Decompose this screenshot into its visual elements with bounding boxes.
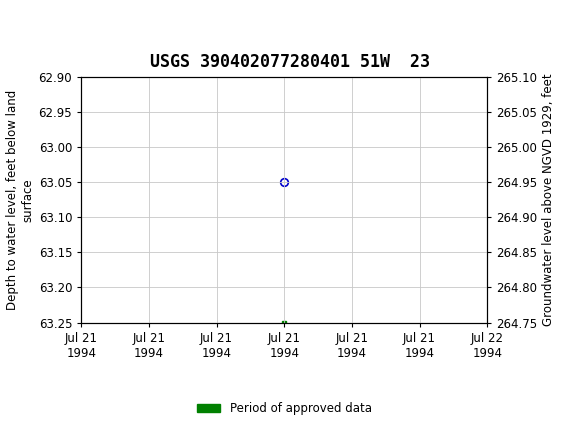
Y-axis label: Depth to water level, feet below land
surface: Depth to water level, feet below land su…	[6, 90, 34, 310]
Legend: Period of approved data: Period of approved data	[192, 397, 376, 420]
Text: USGS 390402077280401 51W  23: USGS 390402077280401 51W 23	[150, 53, 430, 71]
Y-axis label: Groundwater level above NGVD 1929, feet: Groundwater level above NGVD 1929, feet	[542, 74, 554, 326]
Text: ≡USGS: ≡USGS	[9, 11, 85, 30]
